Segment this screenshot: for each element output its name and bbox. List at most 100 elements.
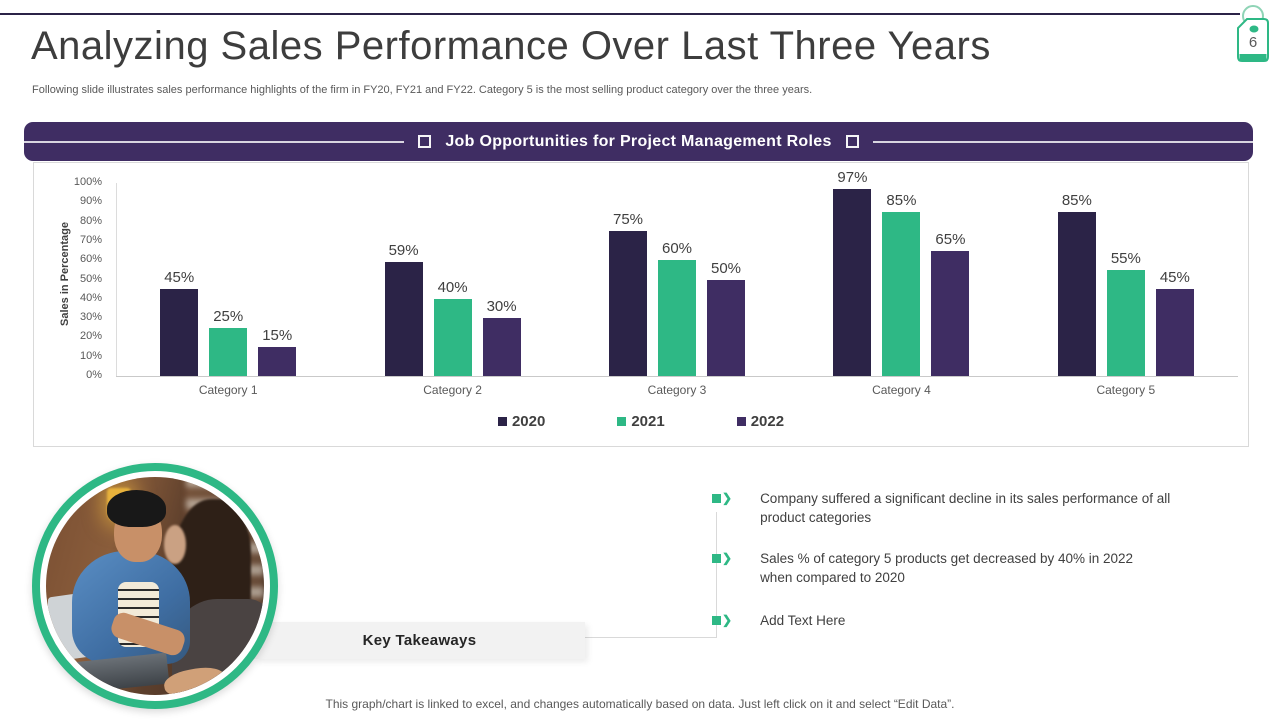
bar-column: 97% (833, 168, 872, 376)
banner-right-square-icon (845, 135, 859, 148)
bar-value-label: 59% (388, 242, 419, 260)
bar-column: 85% (882, 191, 921, 376)
chart-legend: 2020 2021 2022 (34, 413, 1248, 430)
bar-column: 75% (609, 211, 648, 376)
bar-2021[interactable] (209, 327, 248, 376)
banner-title: Job Opportunities for Project Management… (445, 132, 832, 150)
bar-group: 85% 55% 45% (1014, 163, 1238, 376)
bullet-marker-icon: ❯ (712, 491, 733, 505)
y-axis-line (116, 183, 117, 376)
bar-column: 60% (658, 240, 697, 376)
key-takeaways-box: Key Takeaways (254, 622, 585, 659)
category-labels: Category 1 Category 2 Category 3 Category 4… (116, 383, 1238, 397)
y-tick-label: 70% (79, 233, 102, 246)
bar-2022[interactable] (931, 250, 970, 376)
bullet-marker-icon: ❯ (712, 551, 733, 565)
bar-2020[interactable] (1057, 211, 1096, 376)
bar-2021[interactable] (658, 260, 697, 376)
y-tick-label: 30% (79, 311, 102, 324)
bar-2021[interactable] (433, 298, 472, 376)
category-label: Category 3 (647, 383, 707, 397)
sales-bar-chart[interactable]: Sales in Percentage 100% 90% 80% 70% 60% 50% 4… (33, 162, 1249, 447)
legend-swatch (617, 417, 627, 426)
bar-2020[interactable] (384, 262, 423, 376)
page-number-tag: 6 (1230, 2, 1276, 68)
x-axis-line (116, 376, 1238, 377)
bullet-chevron-icon: ❯ (722, 491, 733, 505)
footer-note: This graph/chart is linked to excel, and… (325, 697, 955, 711)
bar-column: 30% (482, 298, 521, 376)
bar-2020[interactable] (160, 289, 199, 376)
top-divider-line (0, 13, 1240, 15)
bar-column: 45% (1155, 269, 1194, 376)
bar-2021[interactable] (882, 211, 921, 376)
bar-value-label: 97% (837, 168, 868, 186)
banner-right-line (872, 140, 1254, 143)
bar-value-label: 85% (886, 191, 917, 209)
y-tick-label: 100% (73, 176, 102, 188)
bar-value-label: 15% (262, 327, 293, 345)
bar-column: 85% (1057, 192, 1096, 376)
bar-column: 55% (1106, 249, 1145, 376)
bar-group: 75% 60% 50% (565, 163, 789, 376)
bar-column: 65% (931, 230, 970, 376)
team-photo (46, 477, 264, 695)
plot-groups: 45% 25% 15% 59% 40% 30% 75% 60% 50% 97% 85% 65% 85% 5… (116, 163, 1238, 376)
legend-swatch (497, 417, 507, 426)
bar-group: 45% 25% 15% (116, 163, 340, 376)
category-label: Category 1 (198, 383, 258, 397)
legend-label: 2021 (631, 413, 665, 430)
page-subtitle: Following slide illustrates sales perfor… (32, 84, 813, 96)
photo-person-right-face (163, 524, 186, 565)
photo-person-left-beanie (107, 490, 166, 528)
category-label: Category 2 (423, 383, 482, 397)
bar-value-label: 30% (486, 298, 517, 316)
bar-2020[interactable] (609, 231, 648, 376)
y-tick-label: 10% (79, 349, 102, 362)
category-label: Category 4 (872, 383, 931, 397)
bar-2022[interactable] (482, 318, 521, 376)
bar-2020[interactable] (833, 188, 872, 376)
y-tick-label: 0% (86, 369, 102, 381)
connector-vertical-line (716, 512, 717, 638)
bar-value-label: 25% (213, 307, 244, 325)
bullet-marker-icon: ❯ (712, 613, 733, 627)
bar-value-label: 65% (935, 230, 966, 248)
takeaway-item: ❯ Add Text Here (712, 611, 1265, 630)
tag-icon (1237, 5, 1269, 62)
bar-column: 45% (160, 269, 199, 376)
legend-label: 2022 (750, 413, 785, 430)
banner-left-line (24, 140, 405, 143)
bar-value-label: 75% (613, 211, 644, 229)
takeaway-item: ❯ Sales % of category 5 products get decr… (712, 549, 1265, 587)
y-tick-label: 20% (79, 330, 102, 343)
y-tick-label: 90% (79, 195, 102, 208)
team-photo-circle (32, 463, 278, 709)
bar-2022[interactable] (707, 279, 746, 376)
y-axis-ticks: 100% 90% 80% 70% 60% 50% 40% 30% 20% 10% 0% (34, 163, 108, 446)
photo-laptop-keyboard (62, 652, 170, 694)
bar-column: 25% (209, 307, 248, 376)
bar-column: 59% (384, 242, 423, 376)
takeaways-list: ❯ Company suffered a significant decline … (712, 0, 1257, 720)
bar-column: 15% (258, 327, 297, 376)
legend-item-2021[interactable]: 2021 (617, 413, 665, 430)
legend-swatch (736, 417, 746, 426)
bar-2022[interactable] (1155, 289, 1194, 376)
y-tick-label: 60% (79, 253, 102, 266)
bar-value-label: 60% (662, 240, 693, 258)
page-number: 6 (1248, 34, 1258, 51)
bar-2022[interactable] (258, 347, 297, 376)
bar-2021[interactable] (1106, 269, 1145, 376)
connector-horizontal-line (585, 637, 717, 638)
bar-value-label: 55% (1110, 249, 1141, 267)
legend-item-2022[interactable]: 2022 (736, 413, 785, 430)
bullet-square-icon (712, 615, 721, 625)
bar-value-label: 40% (437, 278, 468, 296)
section-banner: Job Opportunities for Project Management… (24, 122, 1254, 161)
bullet-chevron-icon: ❯ (722, 551, 733, 565)
bar-value-label: 45% (164, 269, 195, 287)
legend-item-2020[interactable]: 2020 (497, 413, 545, 430)
bullet-chevron-icon: ❯ (722, 613, 733, 627)
